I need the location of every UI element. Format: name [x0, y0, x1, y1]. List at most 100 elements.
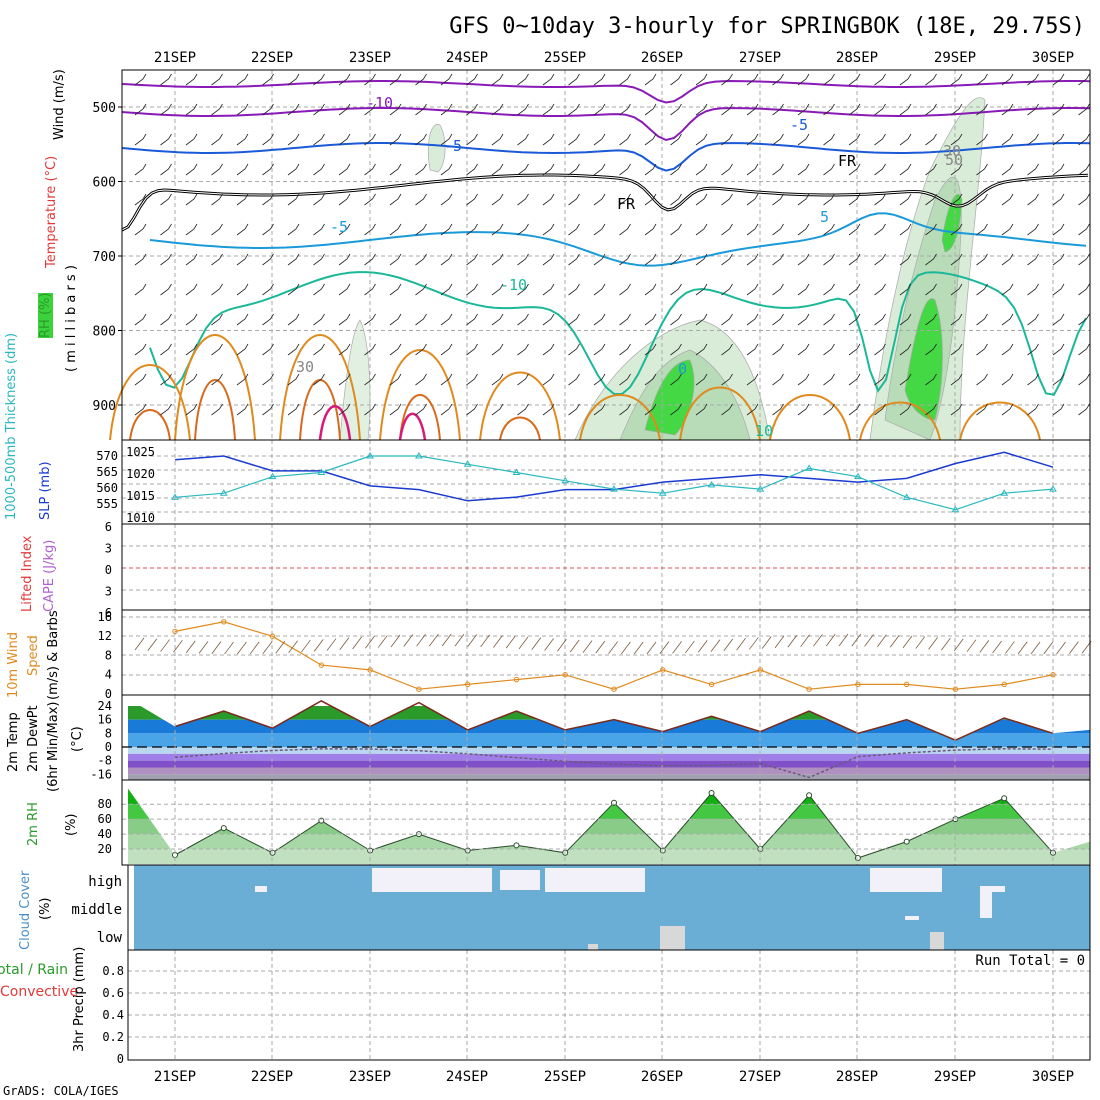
cloud-cover-block [660, 926, 685, 950]
wind-barb-10m [224, 641, 234, 655]
wind-barb-10m [301, 639, 311, 653]
wind-barb [976, 133, 988, 146]
wind-barb-10m [544, 638, 554, 651]
temp-tick-label: -16 [90, 767, 112, 781]
wind-barb [440, 133, 453, 146]
wind-barb [874, 373, 886, 386]
wind-barb [466, 133, 478, 146]
wind-barb [236, 313, 249, 326]
wind-barb [440, 403, 453, 416]
temp-contour-bump [279, 334, 361, 441]
wind-barb [262, 73, 274, 86]
wind-barb [721, 343, 733, 356]
date-label-bottom: 26SEP [641, 1069, 683, 1085]
wind-barb [925, 313, 937, 326]
wind-barb [160, 343, 172, 356]
wind-barb [287, 313, 300, 326]
rh-point [220, 825, 227, 832]
contour-label: 30 [943, 142, 961, 160]
wind-barb [925, 343, 937, 356]
wind-barb [517, 223, 529, 236]
wind-barb [466, 253, 478, 266]
wind-barb [874, 133, 886, 146]
wind-barb [211, 403, 223, 416]
wind-barb [134, 163, 147, 176]
wind-barb [874, 403, 886, 416]
slp-tick-label: 1015 [126, 489, 155, 503]
wind-barb [313, 163, 325, 176]
wind-barb [287, 163, 300, 176]
wind-barb-10m [557, 639, 567, 652]
wind-speed-point [318, 662, 325, 668]
wind-barb [1052, 283, 1065, 296]
wind-barb [364, 193, 376, 206]
wind-barb [670, 373, 682, 386]
wind-barb [746, 343, 759, 356]
temp-contour-bump [579, 394, 661, 441]
wind-barb [517, 313, 529, 326]
pressure-tick-label: 700 [93, 250, 116, 265]
wind-barb [568, 343, 580, 356]
cloud-cover-block [372, 868, 462, 876]
wind-speed-point [513, 676, 520, 683]
wind-barb [287, 103, 300, 116]
wind-barb [440, 283, 453, 296]
wind-barb [236, 253, 249, 266]
wind-barb [593, 193, 606, 206]
wind-barb [874, 283, 886, 296]
wind-barb [517, 403, 529, 416]
wind-barb [746, 313, 759, 326]
wind-barb [797, 223, 810, 236]
contour-label: -5 [330, 218, 348, 236]
label-2m-dewpt: 2m DewPt [26, 705, 41, 772]
temp-band [128, 774, 1090, 782]
precip-panel: 0.8 0.6 0.4 0.2 0 [102, 949, 1091, 1066]
pressure-tick-label: 900 [93, 399, 116, 414]
date-label-top: 30SEP [1032, 50, 1074, 66]
wind-barb [185, 193, 198, 206]
date-label-top: 27SEP [739, 50, 781, 66]
cloud-level-label: high [88, 874, 122, 890]
wind-barb [185, 403, 198, 416]
label-thickness: 1000-500mb Thickness (dm) [4, 332, 19, 520]
wind-barb [211, 343, 223, 356]
wind-barb [644, 163, 657, 176]
wind-barb [364, 373, 376, 386]
thickness-tick-label: 555 [96, 497, 118, 511]
wind-barb [287, 133, 300, 146]
wind-barb [517, 73, 529, 86]
wind-barb [415, 73, 427, 86]
wind-barb [568, 133, 580, 146]
wind-barb [593, 373, 606, 386]
thickness-point [1049, 485, 1057, 492]
wind-barb [287, 193, 300, 206]
wind-barb [950, 223, 963, 236]
temp-contour-bump [859, 401, 941, 441]
wind-barb [466, 343, 478, 356]
wind-barb-10m [211, 641, 222, 654]
wind-barb [695, 253, 708, 266]
wind-contour-line [121, 79, 1091, 104]
wind-barb [211, 313, 223, 326]
wind-barb-10m [915, 636, 926, 649]
wind-barb [160, 223, 172, 236]
pressure-tick-label: 500 [93, 101, 116, 116]
wind-barb [874, 193, 886, 206]
label-wind: Wind (m/s) [52, 69, 67, 140]
wind-barb [542, 313, 555, 326]
wind-barb [160, 73, 172, 86]
wind-barb [491, 103, 504, 116]
wind-barb [644, 73, 657, 86]
wind-barb [364, 223, 376, 236]
temp-band [128, 760, 1090, 768]
wind-barb [823, 73, 835, 86]
wind-barb [644, 313, 657, 326]
wind-barb [1027, 133, 1039, 146]
wind-barb [160, 373, 172, 386]
wind-barb [415, 133, 427, 146]
cloud-cover-block [500, 870, 540, 890]
wind-barb [440, 193, 453, 206]
wind-barb [389, 283, 402, 296]
wind-barb [262, 313, 274, 326]
thickness-point [512, 468, 521, 476]
